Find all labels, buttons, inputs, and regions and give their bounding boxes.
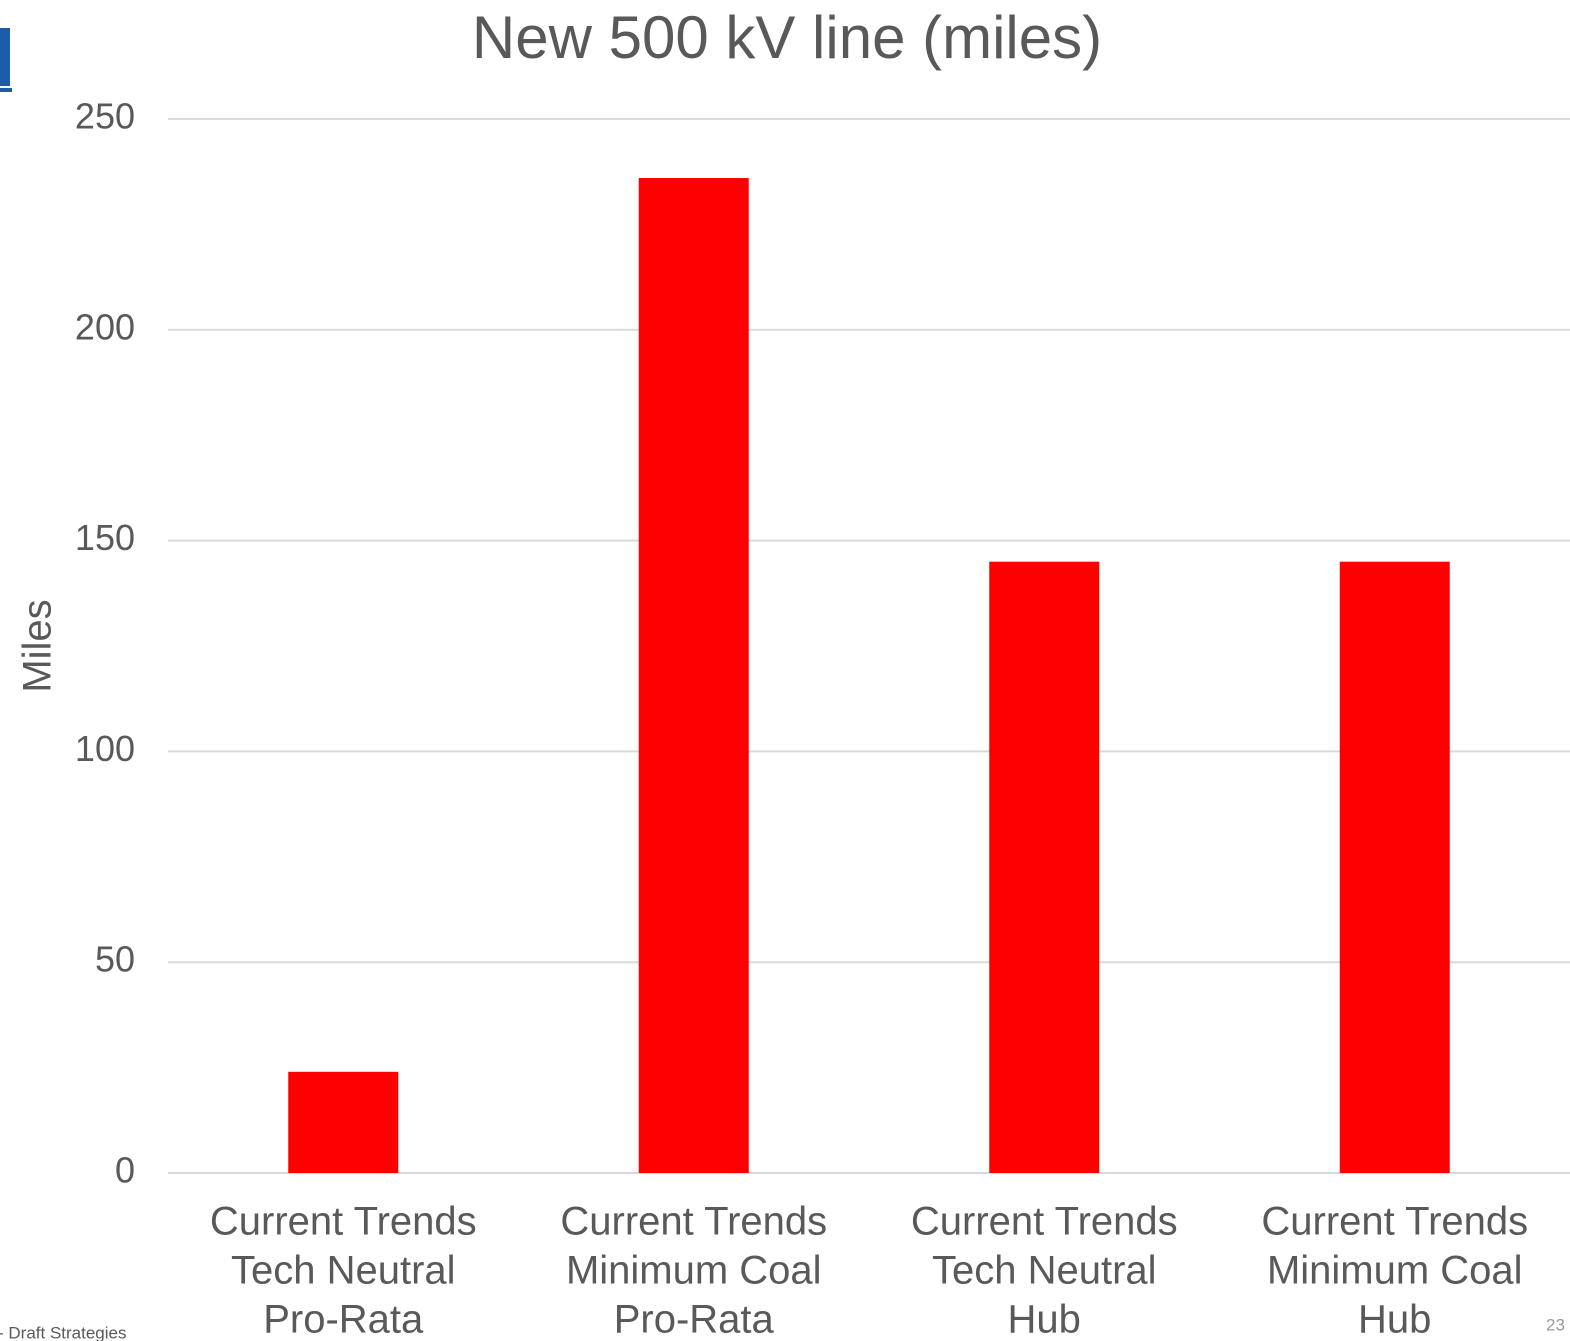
x-tick-label: Tech Neutral	[932, 1249, 1157, 1293]
header-underline	[0, 88, 12, 92]
chart-title: New 500 kV line (miles)	[472, 4, 1102, 71]
x-tick-label: Current Trends	[210, 1200, 477, 1244]
bar	[638, 178, 749, 1174]
y-tick-label: 100	[75, 728, 135, 769]
x-tick-label: Current Trends	[911, 1200, 1178, 1244]
bar	[288, 1071, 399, 1173]
x-tick-label: Current Trends	[1261, 1200, 1528, 1244]
page-number: 23	[1546, 1315, 1565, 1334]
x-tick-label: Minimum Coal	[566, 1249, 822, 1293]
y-tick-label: 150	[75, 517, 135, 558]
header-fragment	[0, 28, 10, 86]
y-tick-label: 0	[115, 1150, 135, 1191]
y-tick-label: 200	[75, 306, 135, 347]
x-tick-label: Pro-Rata	[614, 1298, 775, 1341]
y-axis-label: Miles	[16, 599, 60, 692]
x-tick-label: Hub	[1008, 1298, 1081, 1341]
y-tick-label: 250	[75, 96, 135, 137]
x-tick-label: Tech Neutral	[231, 1249, 456, 1293]
x-tick-label: Pro-Rata	[263, 1298, 424, 1341]
x-tick-label: Hub	[1358, 1298, 1431, 1341]
bar	[1339, 561, 1450, 1173]
footer: - Draft Strategies	[0, 1323, 127, 1341]
bar	[989, 561, 1100, 1173]
y-tick-label: 50	[95, 939, 135, 980]
x-tick-label: Current Trends	[560, 1200, 827, 1244]
x-tick-label: Minimum Coal	[1267, 1249, 1523, 1293]
